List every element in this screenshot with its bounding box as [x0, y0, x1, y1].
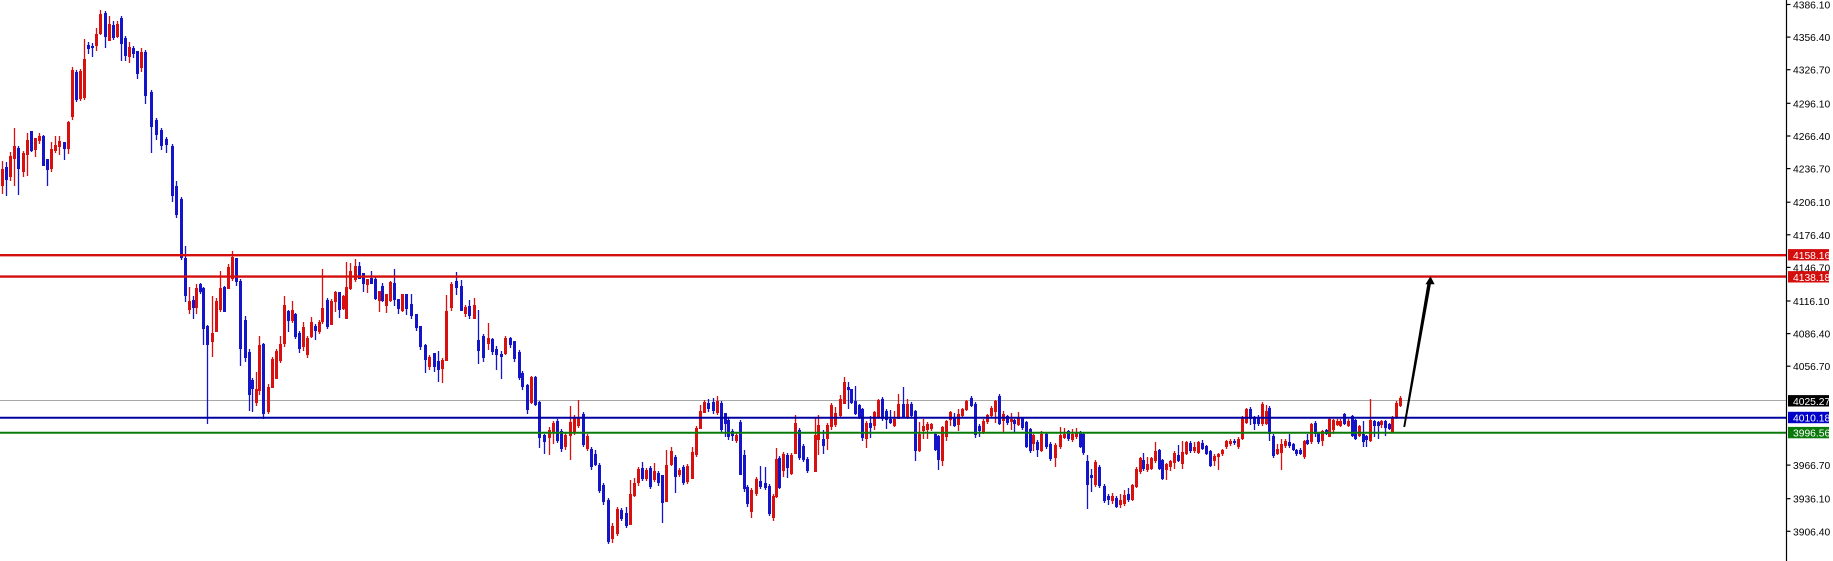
svg-text:4176.40: 4176.40	[1793, 231, 1830, 242]
svg-text:3936.10: 3936.10	[1793, 495, 1830, 506]
svg-text:3966.70: 3966.70	[1793, 461, 1830, 472]
svg-text:4326.70: 4326.70	[1793, 66, 1830, 77]
svg-text:4296.10: 4296.10	[1793, 99, 1830, 110]
svg-text:4236.70: 4236.70	[1793, 165, 1830, 176]
svg-text:4116.10: 4116.10	[1793, 297, 1830, 308]
svg-text:4386.10: 4386.10	[1793, 1, 1830, 12]
svg-text:3996.56: 3996.56	[1793, 429, 1830, 440]
svg-text:4266.40: 4266.40	[1793, 132, 1830, 143]
svg-text:4138.18: 4138.18	[1793, 273, 1830, 284]
svg-text:4146.70: 4146.70	[1793, 263, 1830, 274]
svg-text:4086.40: 4086.40	[1793, 330, 1830, 341]
svg-text:3906.40: 3906.40	[1793, 527, 1830, 538]
svg-text:4025.27: 4025.27	[1793, 397, 1830, 408]
svg-text:4056.70: 4056.70	[1793, 362, 1830, 373]
svg-text:4010.18: 4010.18	[1793, 414, 1830, 425]
svg-text:4206.10: 4206.10	[1793, 198, 1830, 209]
svg-text:4356.40: 4356.40	[1793, 33, 1830, 44]
svg-text:4158.16: 4158.16	[1793, 251, 1830, 262]
